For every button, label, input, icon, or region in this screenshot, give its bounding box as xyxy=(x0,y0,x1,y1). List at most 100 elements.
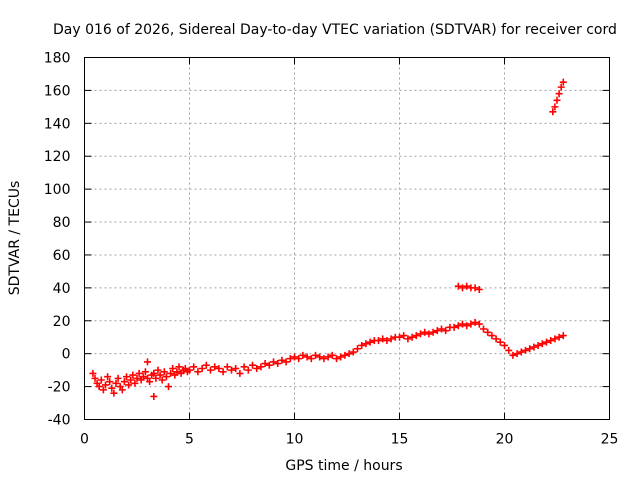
chart-title: Day 016 of 2026, Sidereal Day-to-day VTE… xyxy=(53,22,617,38)
data-point xyxy=(120,378,128,386)
data-point xyxy=(333,355,340,363)
data-point xyxy=(555,90,563,98)
data-point xyxy=(454,282,462,290)
y-tick-label: 180 xyxy=(44,51,71,67)
data-point xyxy=(253,364,261,372)
data-point xyxy=(484,328,492,336)
x-tick-label: 15 xyxy=(391,432,409,448)
y-tick-label: 140 xyxy=(44,116,71,132)
data-point xyxy=(375,337,382,345)
data-point xyxy=(173,368,181,376)
data-point xyxy=(501,341,508,349)
data-point xyxy=(513,350,521,358)
data-point xyxy=(362,340,370,348)
data-point xyxy=(108,384,116,392)
data-point xyxy=(114,374,122,382)
y-tick-label: 160 xyxy=(44,83,71,99)
data-point xyxy=(97,376,105,384)
data-point xyxy=(559,78,567,86)
x-tick-label: 10 xyxy=(286,432,304,448)
grid-lines xyxy=(84,57,610,420)
data-point xyxy=(547,337,555,345)
data-point xyxy=(286,355,294,363)
y-tick-label: -20 xyxy=(48,380,71,396)
data-point xyxy=(408,333,416,341)
data-point xyxy=(144,358,151,366)
data-point xyxy=(123,373,130,381)
data-point xyxy=(110,389,118,397)
data-point xyxy=(228,366,235,374)
data-point xyxy=(366,338,374,346)
data-point xyxy=(400,332,408,340)
data-point xyxy=(442,327,450,335)
data-point xyxy=(459,284,466,292)
data-point xyxy=(257,363,265,371)
data-point xyxy=(169,364,177,372)
y-tick-label: 60 xyxy=(53,248,71,264)
data-point xyxy=(158,376,166,384)
data-point xyxy=(135,369,143,377)
data-point xyxy=(337,353,345,361)
data-point xyxy=(471,318,479,326)
data-point xyxy=(496,338,504,346)
data-point xyxy=(198,364,206,372)
data-point xyxy=(106,378,114,386)
data-point xyxy=(295,355,303,363)
data-point xyxy=(517,348,525,356)
data-point xyxy=(320,355,328,363)
data-point xyxy=(345,350,353,358)
data-point xyxy=(150,369,158,377)
data-point xyxy=(549,108,557,116)
data-point xyxy=(534,341,542,349)
data-point xyxy=(557,83,565,91)
data-point xyxy=(459,320,466,328)
data-point xyxy=(454,322,462,330)
data-point xyxy=(358,341,366,349)
data-point xyxy=(129,371,137,379)
data-point xyxy=(412,332,420,340)
data-point xyxy=(538,340,546,348)
data-point xyxy=(553,96,561,104)
data-point xyxy=(190,363,198,371)
data-point xyxy=(133,374,141,382)
data-point xyxy=(463,322,471,330)
data-point xyxy=(232,364,240,372)
data-point xyxy=(102,381,109,389)
data-point xyxy=(404,335,412,343)
data-point xyxy=(112,379,120,387)
y-tick-label: 20 xyxy=(53,314,71,330)
data-point xyxy=(475,286,483,294)
data-point xyxy=(307,355,315,363)
data-point xyxy=(244,366,252,374)
data-point xyxy=(543,338,550,346)
data-point xyxy=(223,363,231,371)
data-point xyxy=(154,366,162,374)
data-point xyxy=(194,368,202,376)
data-point xyxy=(152,374,160,382)
data-point xyxy=(146,378,154,386)
data-point xyxy=(505,346,513,354)
data-point xyxy=(450,323,458,331)
data-point xyxy=(219,368,227,376)
data-point xyxy=(526,345,534,353)
data-point xyxy=(438,325,445,333)
data-point xyxy=(186,366,193,374)
data-point xyxy=(207,366,214,374)
data-point xyxy=(150,392,158,400)
data-point xyxy=(480,325,487,333)
data-point xyxy=(551,103,559,111)
data-point xyxy=(383,337,391,345)
data-point xyxy=(236,369,244,377)
x-tick-label: 5 xyxy=(185,432,194,448)
y-tick-label: 100 xyxy=(44,182,71,198)
data-point xyxy=(278,356,286,364)
data-points xyxy=(89,78,567,400)
data-point xyxy=(167,369,175,377)
data-point xyxy=(316,353,324,361)
data-point xyxy=(488,332,496,340)
data-point xyxy=(463,282,471,290)
data-point xyxy=(99,386,107,394)
data-point xyxy=(91,374,99,382)
data-point xyxy=(265,361,273,369)
data-point xyxy=(425,330,433,338)
